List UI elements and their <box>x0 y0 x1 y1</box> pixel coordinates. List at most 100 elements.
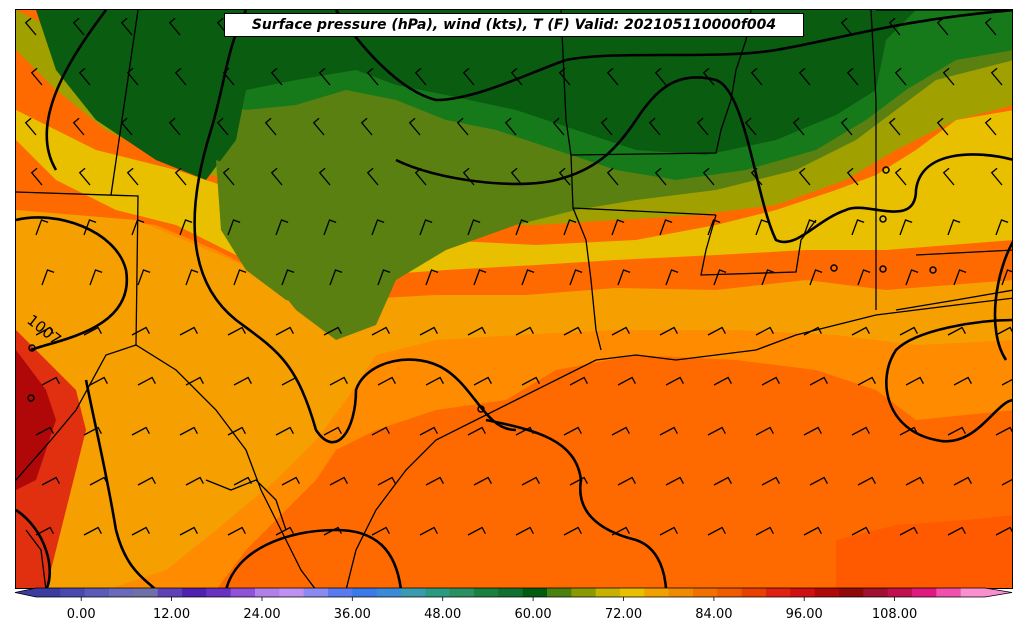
wind-barb <box>761 476 780 486</box>
wind-barb <box>606 167 619 186</box>
wind-barb <box>840 17 853 36</box>
colorbar-swatch <box>644 588 670 597</box>
wind-barb <box>137 476 156 486</box>
wind-barb <box>569 476 588 486</box>
wind-barb <box>41 269 55 286</box>
wind-barb <box>899 426 918 436</box>
wind-barb <box>83 526 102 536</box>
colorbar-swatch <box>887 588 913 597</box>
wind-barb <box>419 526 438 536</box>
wind-barb <box>707 326 726 336</box>
wind-barb <box>521 476 540 486</box>
wind-barb <box>168 17 181 36</box>
wind-barb <box>83 426 102 436</box>
wind-barb <box>467 426 486 436</box>
wind-barb <box>515 526 534 536</box>
isobar-line <box>993 240 1012 361</box>
wind-barb <box>995 326 1012 336</box>
wind-barb <box>947 326 966 336</box>
wind-barb <box>654 67 667 86</box>
colorbar-swatch <box>352 588 378 597</box>
colorbar-tick-label: 72.00 <box>604 607 643 622</box>
wind-barb <box>905 476 924 486</box>
wind-barb <box>425 269 439 286</box>
wind-barb <box>30 67 43 86</box>
wind-barb <box>329 376 348 386</box>
wind-barb <box>222 167 235 186</box>
colorbar-swatch <box>230 588 256 597</box>
colorbar-swatch <box>206 588 232 597</box>
wind-barb <box>840 117 853 136</box>
wind-barb <box>323 219 337 236</box>
wind-barb <box>888 17 901 36</box>
wind-barb <box>809 269 823 286</box>
wind-barb <box>185 476 204 486</box>
colorbar-swatch <box>498 588 524 597</box>
wind-barb <box>558 167 571 186</box>
colorbar-swatch <box>668 588 694 597</box>
wind-barb <box>707 526 726 536</box>
wind-barb <box>665 476 684 486</box>
wind-barb <box>275 426 294 436</box>
boundary-line <box>205 479 287 531</box>
wind-barb <box>275 326 294 336</box>
wind-barb <box>83 219 97 236</box>
wind-barb <box>563 426 582 436</box>
isobar-line <box>193 10 517 444</box>
wind-barb <box>750 167 763 186</box>
colorbar-swatch <box>766 588 791 597</box>
colorbar-swatch <box>449 588 475 597</box>
wind-barb <box>611 219 625 236</box>
wind-barb <box>665 269 679 286</box>
wind-barb <box>72 117 85 136</box>
wind-barb <box>366 67 379 86</box>
wind-barb <box>707 426 726 436</box>
wind-barb <box>521 376 540 386</box>
isobar-line <box>395 76 1012 244</box>
wind-barb <box>83 326 102 336</box>
wind-barb <box>707 219 721 236</box>
wind-barb <box>947 426 966 436</box>
wind-barb <box>803 526 822 536</box>
wind-barb <box>323 326 342 336</box>
isobar-line <box>225 528 402 588</box>
wind-barb <box>905 376 924 386</box>
colorbar-swatch <box>474 588 499 597</box>
wind-barb <box>131 526 150 536</box>
wind-barb <box>702 67 715 86</box>
colorbar-swatch <box>60 588 86 597</box>
wind-barb <box>41 376 60 386</box>
isobar-loop <box>879 265 887 273</box>
wind-barb <box>803 426 822 436</box>
wind-barb <box>179 426 198 436</box>
wind-barb <box>275 219 289 236</box>
wind-barb <box>798 167 811 186</box>
wind-barb <box>270 67 283 86</box>
wind-barb <box>713 476 732 486</box>
colorbar-extend-min <box>15 588 36 597</box>
wind-barb <box>174 167 187 186</box>
wind-barb <box>467 219 481 236</box>
temperature-map: 1007 <box>16 10 1012 588</box>
wind-barb <box>792 117 805 136</box>
wind-barb <box>995 526 1012 536</box>
colorbar-tick-label: 12.00 <box>152 607 191 622</box>
wind-barb <box>905 269 919 286</box>
isobar-loop <box>929 266 937 274</box>
colorbar-swatch <box>133 588 159 597</box>
colorbar-extend-max <box>985 588 1012 597</box>
colorbar-swatch <box>595 588 621 597</box>
wind-barb <box>953 376 972 386</box>
colorbar-swatch <box>839 588 864 597</box>
wind-barb <box>329 269 343 286</box>
wind-barb <box>89 376 108 386</box>
wind-barb <box>899 326 918 336</box>
wind-barb <box>696 117 709 136</box>
wind-barb <box>72 17 85 36</box>
wind-barb <box>750 67 763 86</box>
wind-barb <box>552 117 565 136</box>
colorbar-tick-label: 0.00 <box>66 607 96 622</box>
wind-barb <box>1001 269 1012 286</box>
wind-barb <box>563 219 577 236</box>
boundary-line <box>895 289 1012 311</box>
